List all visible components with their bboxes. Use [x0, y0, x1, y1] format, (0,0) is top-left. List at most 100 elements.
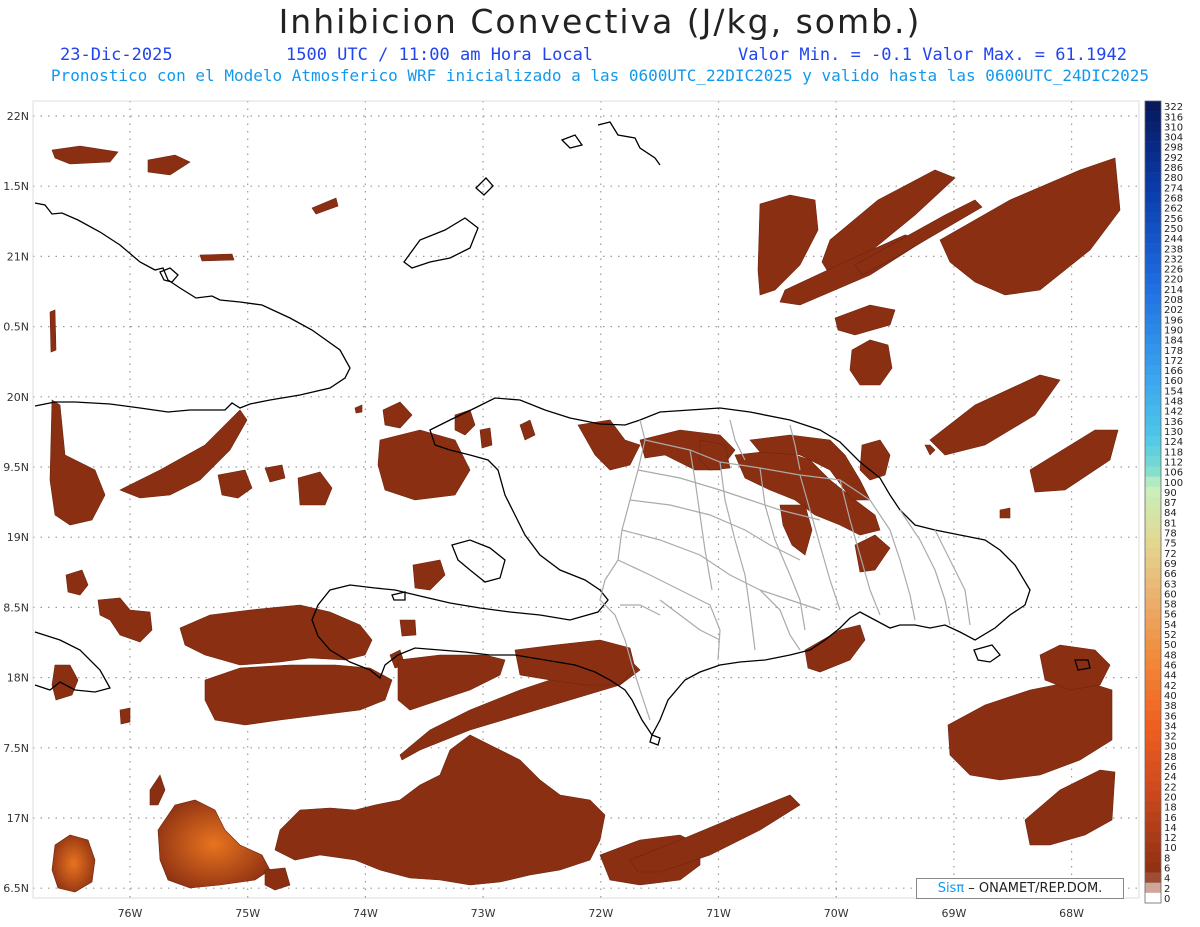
- colorbar-label: 30: [1164, 742, 1177, 753]
- colorbar-swatch: [1145, 395, 1161, 406]
- cin-shading: [49, 145, 1121, 893]
- colorbar-label: 178: [1164, 346, 1183, 357]
- lat-label: 0.5N: [3, 321, 29, 334]
- colorbar-swatch: [1145, 679, 1161, 691]
- colorbar-label: 202: [1164, 305, 1183, 316]
- colorbar-label: 298: [1164, 143, 1183, 154]
- colorbar-swatch: [1145, 730, 1161, 741]
- lon-label: 75W: [235, 907, 260, 920]
- lat-label: 18N: [7, 672, 29, 685]
- lat-label: 1.5N: [3, 180, 29, 193]
- colorbar-label: 250: [1164, 224, 1183, 235]
- colorbar-label: 44: [1164, 671, 1177, 682]
- colorbar-label: 196: [1164, 315, 1183, 326]
- colorbar-swatch: [1145, 364, 1161, 376]
- colorbar-swatch: [1145, 699, 1161, 711]
- colorbar-label: 24: [1164, 772, 1177, 783]
- lon-label: 74W: [353, 907, 378, 920]
- colorbar-swatch: [1145, 101, 1161, 112]
- colorbar-label: 106: [1164, 468, 1183, 479]
- colorbar-swatch: [1145, 862, 1161, 873]
- colorbar-label: 50: [1164, 640, 1177, 651]
- colorbar-swatch: [1145, 517, 1161, 528]
- lat-label: 8.5N: [3, 601, 29, 614]
- colorbar-swatch: [1145, 892, 1161, 904]
- latitude-labels: 22N 1.5N 21N 0.5N 20N 9.5N 19N 8.5N 18N 7.5N 17N 6.…: [3, 110, 29, 895]
- colorbar-swatch: [1145, 588, 1161, 599]
- province-boundaries: [599, 419, 971, 721]
- colorbar-label: 16: [1164, 813, 1177, 824]
- colorbar-label: 184: [1164, 336, 1183, 347]
- colorbar-swatch: [1145, 618, 1161, 630]
- longitude-labels: 76W 75W 74W 73W 72W 71W 70W 69W 68W: [118, 907, 1085, 920]
- colorbar-label: 148: [1164, 397, 1183, 408]
- colorbar-label: 18: [1164, 803, 1177, 814]
- colorbar-label: 226: [1164, 265, 1183, 276]
- colorbar-label: 10: [1164, 843, 1177, 854]
- forecast-date: 23-Dic-2025: [60, 45, 173, 65]
- lon-label: 70W: [824, 907, 849, 920]
- value-range: Valor Min. = -0.1 Valor Max. = 61.1942: [738, 45, 1127, 65]
- lon-label: 68W: [1059, 907, 1084, 920]
- colorbar-swatch: [1145, 720, 1161, 731]
- colorbar-label: 166: [1164, 366, 1183, 377]
- colorbar-label: 262: [1164, 204, 1183, 215]
- colorbar-swatch: [1145, 628, 1161, 640]
- colorbar-swatch: [1145, 131, 1161, 142]
- colorbar-label: 214: [1164, 285, 1183, 296]
- colorbar-swatch: [1145, 405, 1161, 417]
- colorbar-label: 124: [1164, 437, 1183, 448]
- colorbar-swatch: [1145, 436, 1161, 447]
- colorbar-swatch: [1145, 354, 1161, 366]
- colorbar-swatch: [1145, 293, 1161, 305]
- colorbar-swatch: [1145, 537, 1161, 548]
- colorbar-swatch: [1145, 415, 1161, 427]
- lat-label: 19N: [7, 531, 29, 544]
- colorbar-label: 20: [1164, 792, 1177, 803]
- colorbar-label: 160: [1164, 376, 1183, 387]
- colorbar-swatch: [1145, 375, 1161, 386]
- colorbar-label: 84: [1164, 508, 1177, 519]
- colorbar-swatch: [1145, 872, 1161, 883]
- colorbar-swatch: [1145, 304, 1161, 315]
- lat-label: 17N: [7, 812, 29, 825]
- colorbar-label: 0: [1164, 894, 1170, 905]
- colorbar-swatch: [1145, 831, 1161, 843]
- colorbar-swatch: [1145, 567, 1161, 579]
- colorbar-label: 58: [1164, 600, 1177, 611]
- colorbar-swatch: [1145, 456, 1161, 467]
- colorbar-swatch: [1145, 750, 1161, 762]
- lon-label: 71W: [706, 907, 731, 920]
- colorbar-swatch: [1145, 639, 1161, 650]
- colorbar-label: 244: [1164, 234, 1183, 245]
- colorbar-label: 26: [1164, 762, 1177, 773]
- colorbar-label: 190: [1164, 325, 1183, 336]
- lat-label: 20N: [7, 391, 29, 404]
- colorbar-label: 78: [1164, 529, 1177, 540]
- colorbar-swatch: [1145, 486, 1161, 498]
- colorbar-label: 136: [1164, 417, 1183, 428]
- colorbar-swatch: [1145, 760, 1161, 772]
- colorbar-swatch: [1145, 740, 1161, 752]
- map-title: Inhibicion Convectiva (J/kg, somb.): [278, 2, 922, 41]
- colorbar-swatch: [1145, 446, 1161, 457]
- colorbar-label: 42: [1164, 681, 1177, 692]
- colorbar-label: 8: [1164, 853, 1170, 864]
- colorbar-swatch: [1145, 212, 1161, 224]
- colorbar-swatch: [1145, 496, 1161, 508]
- colorbar-swatch: [1145, 608, 1161, 620]
- colorbar-swatch: [1145, 121, 1161, 132]
- colorbar-label: 60: [1164, 589, 1177, 600]
- colorbar-label: 268: [1164, 194, 1183, 205]
- lat-label: 22N: [7, 110, 29, 123]
- colorbar-swatch: [1145, 821, 1161, 833]
- colorbar-label: 286: [1164, 163, 1183, 174]
- colorbar-label: 38: [1164, 701, 1177, 712]
- colorbar: 3223163103042982922862802742682622562502…: [1144, 100, 1183, 905]
- colorbar-swatch: [1145, 182, 1161, 193]
- colorbar-label: 316: [1164, 112, 1183, 123]
- colorbar-swatch: [1145, 659, 1161, 670]
- colorbar-label: 6: [1164, 864, 1170, 875]
- colorbar-swatch: [1145, 172, 1161, 183]
- colorbar-swatch: [1145, 507, 1161, 518]
